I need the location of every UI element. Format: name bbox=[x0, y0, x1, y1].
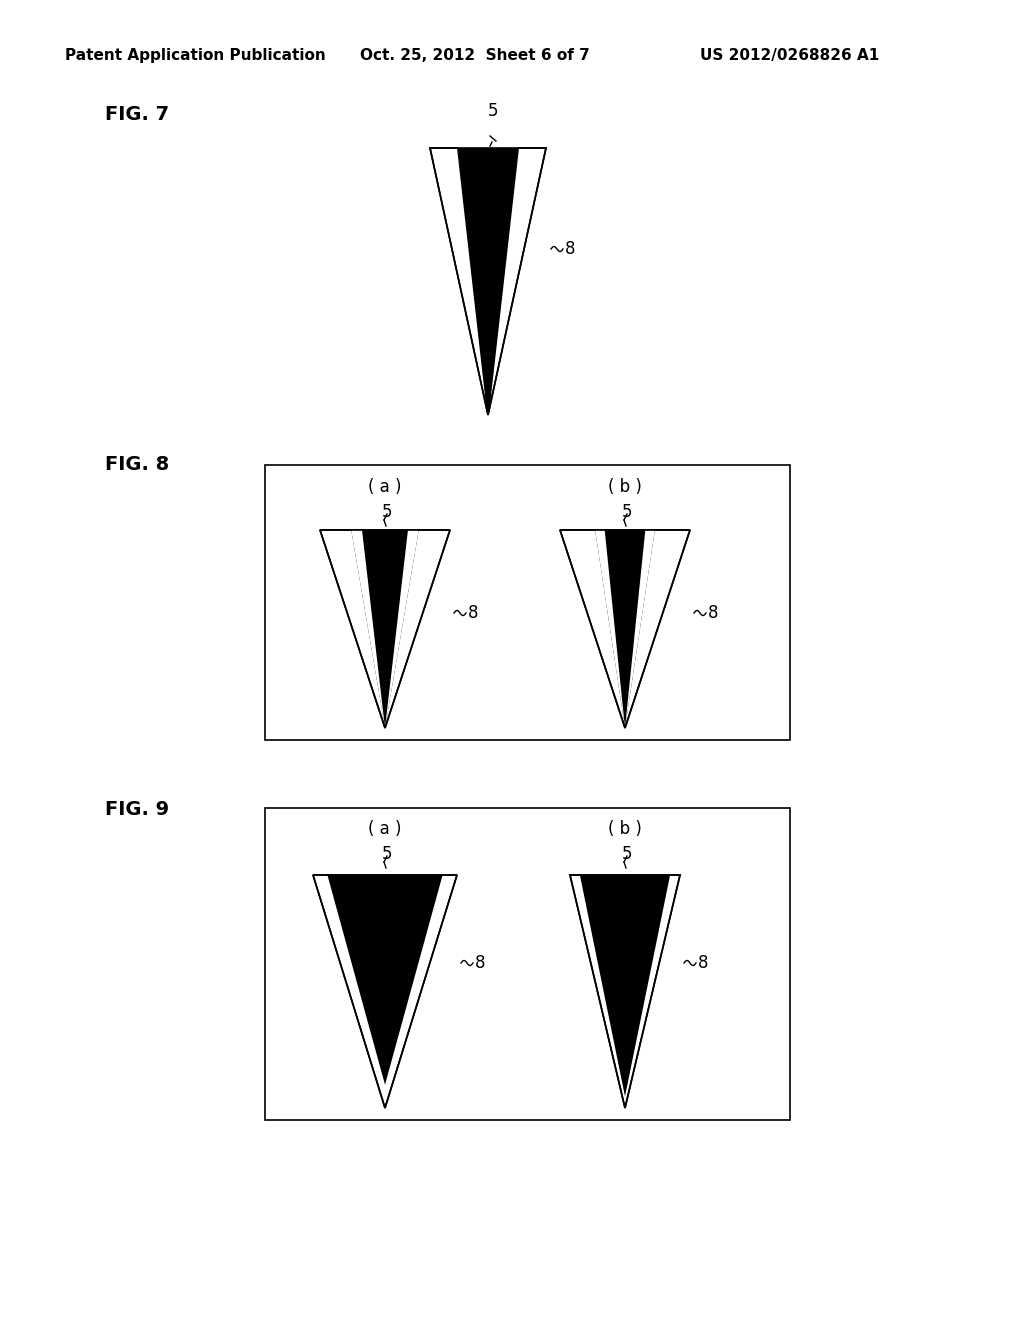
Text: 8: 8 bbox=[698, 954, 709, 972]
Polygon shape bbox=[328, 875, 442, 1085]
Text: ( a ): ( a ) bbox=[369, 820, 401, 838]
Text: 5: 5 bbox=[487, 102, 499, 120]
Text: 5: 5 bbox=[622, 845, 632, 863]
Polygon shape bbox=[488, 148, 546, 414]
Polygon shape bbox=[351, 531, 419, 729]
Polygon shape bbox=[595, 531, 625, 729]
Polygon shape bbox=[430, 148, 488, 414]
Polygon shape bbox=[560, 531, 690, 729]
Text: Oct. 25, 2012  Sheet 6 of 7: Oct. 25, 2012 Sheet 6 of 7 bbox=[360, 48, 590, 63]
Text: 5: 5 bbox=[382, 845, 392, 863]
Bar bbox=[265, 808, 790, 1119]
Polygon shape bbox=[580, 875, 670, 1097]
Polygon shape bbox=[319, 531, 450, 729]
Polygon shape bbox=[625, 531, 655, 729]
Polygon shape bbox=[595, 531, 655, 729]
Text: 5: 5 bbox=[382, 503, 392, 521]
Bar bbox=[265, 465, 790, 741]
Text: ( b ): ( b ) bbox=[608, 820, 642, 838]
Text: ( a ): ( a ) bbox=[369, 478, 401, 496]
Text: ( b ): ( b ) bbox=[608, 478, 642, 496]
Polygon shape bbox=[351, 531, 385, 729]
Polygon shape bbox=[570, 875, 680, 1107]
Text: 8: 8 bbox=[708, 605, 719, 622]
Text: 8: 8 bbox=[475, 954, 485, 972]
Text: US 2012/0268826 A1: US 2012/0268826 A1 bbox=[700, 48, 880, 63]
Polygon shape bbox=[313, 875, 457, 1107]
Text: 8: 8 bbox=[468, 605, 478, 622]
Polygon shape bbox=[385, 531, 419, 729]
Text: FIG. 8: FIG. 8 bbox=[105, 455, 169, 474]
Polygon shape bbox=[458, 148, 518, 414]
Text: FIG. 9: FIG. 9 bbox=[105, 800, 169, 818]
Text: 5: 5 bbox=[622, 503, 632, 521]
Text: FIG. 7: FIG. 7 bbox=[105, 106, 169, 124]
Text: 8: 8 bbox=[565, 240, 575, 257]
Text: Patent Application Publication: Patent Application Publication bbox=[65, 48, 326, 63]
